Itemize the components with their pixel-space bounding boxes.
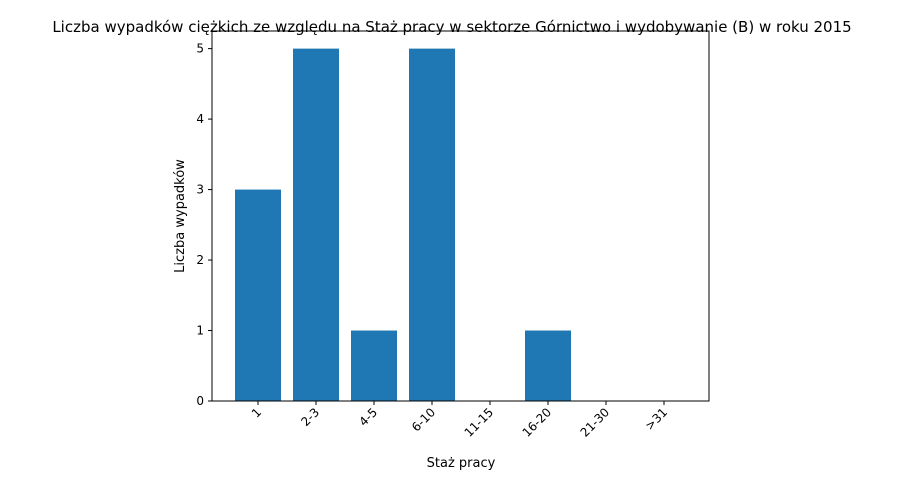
y-tick-label: 2	[196, 253, 204, 267]
y-tick-label: 1	[196, 324, 204, 338]
x-tick-label: 4-5	[356, 405, 380, 429]
bar-3	[409, 48, 455, 401]
y-tick-label: 5	[196, 42, 204, 56]
x-tick-label: 6-10	[409, 405, 438, 434]
y-tick-label: 0	[196, 394, 204, 408]
x-tick-label: 21-30	[578, 405, 613, 440]
y-axis: 0 1 2 3 4 5	[196, 42, 212, 408]
x-tick-label: >31	[642, 405, 670, 433]
x-tick-label: 1	[249, 405, 264, 420]
bar-1	[293, 48, 339, 401]
plot-frame	[211, 30, 710, 402]
x-axis: 1 2-3 4-5 6-10 11-15 16-20 21-30 >31	[249, 401, 670, 440]
x-tick-label: 2-3	[298, 405, 322, 429]
y-axis-label: Liczba wypadków	[173, 159, 188, 273]
x-axis-label: Staż pracy	[427, 456, 496, 471]
y-tick-label: 4	[196, 112, 204, 126]
chart-title: Liczba wypadków ciężkich ze względu na S…	[52, 18, 851, 36]
bar-0	[235, 189, 281, 401]
bar-5	[525, 330, 571, 401]
bar-2	[351, 330, 397, 401]
x-tick-label: 16-20	[520, 405, 555, 440]
y-tick-label: 3	[196, 183, 204, 197]
x-tick-label: 11-15	[462, 405, 497, 440]
bars-group	[235, 48, 571, 401]
